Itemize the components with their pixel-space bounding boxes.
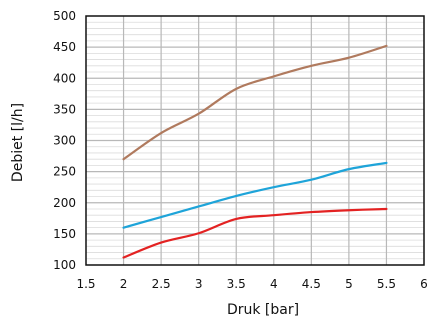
- series-group: [122, 44, 388, 259]
- y-axis-label: Debiet [l/h]: [10, 103, 26, 182]
- series-line-2: [122, 161, 388, 229]
- y-tick-label: 350: [53, 102, 76, 116]
- y-tick-label: 200: [53, 196, 76, 210]
- x-tick-label: 5.5: [377, 277, 396, 291]
- x-axis-label: Druk [bar]: [227, 302, 299, 318]
- y-tick-label: 500: [53, 9, 76, 23]
- x-tick-label: 6: [420, 277, 428, 291]
- y-tick-label: 400: [53, 71, 76, 85]
- y-tick-labels: 100 150 200 250 300 350 400 450 500: [53, 9, 76, 272]
- grid: [86, 16, 424, 265]
- y-tick-label: 250: [53, 165, 76, 179]
- y-tick-label: 100: [53, 258, 76, 272]
- series-line-3: [122, 207, 388, 259]
- y-tick-label: 300: [53, 134, 76, 148]
- x-tick-label: 2.5: [152, 277, 171, 291]
- x-tick-label: 4: [270, 277, 278, 291]
- x-tick-label: 2: [120, 277, 128, 291]
- plot-frame: [85, 15, 425, 266]
- x-tick-label: 5: [345, 277, 353, 291]
- x-tick-label: 3: [195, 277, 203, 291]
- series-line-1: [122, 44, 388, 161]
- x-tick-label: 1.5: [76, 277, 95, 291]
- y-tick-label: 150: [53, 227, 76, 241]
- y-tick-label: 450: [53, 40, 76, 54]
- x-tick-label: 3.5: [227, 277, 246, 291]
- x-tick-labels: 1.5 2 2.5 3 3.5 4 4.5 5 5.5 6: [76, 277, 427, 291]
- x-tick-label: 4.5: [302, 277, 321, 291]
